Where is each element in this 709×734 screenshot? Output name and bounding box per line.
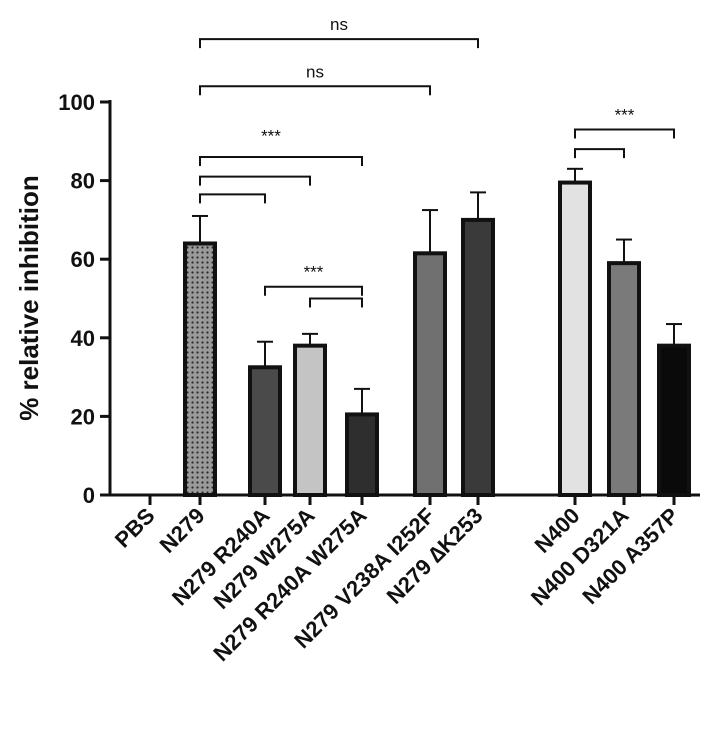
significance-layer: ns ns *** *** *** — [199, 15, 675, 308]
category-label: N279 — [155, 503, 210, 558]
significance-bracket — [574, 128, 675, 139]
significance-bracket — [199, 38, 479, 49]
bar — [413, 251, 447, 497]
bar — [183, 241, 217, 497]
significance-bracket — [574, 148, 625, 159]
bar — [293, 343, 327, 497]
category-label: PBS — [110, 503, 160, 553]
significance-label: *** — [615, 106, 635, 125]
y-tick-label: 20 — [71, 404, 95, 429]
y-tick-label: 80 — [71, 169, 95, 194]
significance-bracket — [199, 156, 363, 167]
bars-layer — [183, 180, 691, 497]
bar — [558, 180, 592, 497]
significance-bracket — [309, 297, 363, 308]
bar — [248, 365, 282, 497]
y-tick-label: 0 — [83, 483, 95, 508]
significance-bracket — [199, 193, 266, 204]
bar — [607, 261, 641, 497]
significance-bracket — [264, 285, 363, 296]
axes-layer: 0 20 40 60 80 100 — [58, 90, 700, 508]
y-axis-label: % relative inhibition — [14, 175, 44, 421]
significance-label: ns — [306, 62, 324, 81]
bar — [657, 343, 691, 497]
y-tick-label: 40 — [71, 326, 95, 351]
significance-label: *** — [261, 126, 281, 145]
y-tick-label: 60 — [71, 247, 95, 272]
error-bars-layer — [192, 167, 682, 415]
significance-bracket — [199, 175, 311, 186]
significance-label: *** — [304, 263, 324, 282]
significance-bracket — [199, 85, 431, 96]
y-tick-label: 100 — [58, 90, 95, 115]
bar — [461, 217, 495, 497]
significance-label: ns — [330, 15, 348, 34]
bar — [345, 412, 379, 497]
